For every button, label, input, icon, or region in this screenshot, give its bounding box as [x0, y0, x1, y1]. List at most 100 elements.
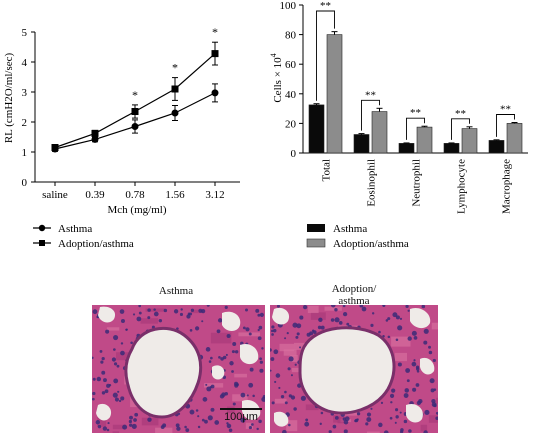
tissue-patch	[436, 397, 438, 404]
cell-nucleus	[229, 361, 234, 366]
data-point-square	[131, 108, 139, 115]
cell-nucleus	[288, 423, 291, 427]
cell-nucleus	[284, 390, 287, 394]
cell-nucleus	[258, 325, 263, 330]
x-tick-label: 3.12	[205, 189, 224, 201]
cell-count-bar-chart: 0 20 40 60 80 100 Total Eosinophil Neutrophil Ly…	[269, 0, 528, 250]
tissue-patch	[116, 352, 131, 361]
cell-nucleus	[332, 424, 337, 429]
cell-nucleus	[206, 305, 210, 307]
data-point-square	[211, 50, 219, 58]
cell-nucleus	[255, 308, 260, 313]
cell-nucleus	[147, 308, 151, 312]
cell-nucleus	[415, 365, 420, 369]
data-point-square	[51, 144, 59, 151]
legend-swatch-asthma	[307, 224, 325, 232]
cell-nucleus	[180, 308, 183, 311]
tissue-patch	[420, 424, 428, 432]
cell-nucleus	[128, 419, 133, 424]
cell-nucleus	[231, 350, 235, 354]
cell-nucleus	[361, 306, 367, 312]
cell-nucleus	[383, 430, 389, 433]
cell-nucleus	[378, 422, 383, 428]
cell-nucleus	[428, 350, 433, 355]
tissue-patch	[106, 327, 120, 331]
bar-adoption-asthma	[416, 126, 433, 154]
bar-chart-y-axis-label: Cells × 104	[269, 53, 284, 102]
significance-bracket	[361, 99, 380, 131]
cell-nucleus	[429, 378, 435, 384]
cell-nucleus	[189, 329, 193, 332]
cell-nucleus	[103, 378, 107, 383]
cell-nucleus	[397, 325, 403, 331]
cell-nucleus	[99, 349, 103, 353]
cell-nucleus	[407, 309, 410, 312]
cell-nucleus	[251, 423, 254, 426]
cell-nucleus	[114, 397, 119, 402]
bar-asthma	[353, 134, 370, 154]
scale-bar-line	[220, 408, 262, 410]
alveolar-space	[410, 307, 431, 329]
histology-label-line-1: Adoption/	[331, 283, 377, 295]
histology-image-adoption-asthma	[270, 305, 438, 433]
cell-nucleus	[106, 383, 111, 388]
cell-nucleus	[204, 419, 208, 424]
cell-nucleus	[280, 395, 285, 399]
bar-asthma	[308, 104, 325, 154]
bar-asthma	[398, 143, 415, 154]
histology-label-asthma: Asthma	[158, 285, 194, 297]
cell-nucleus	[104, 389, 109, 394]
alveolar-space	[406, 403, 423, 423]
alveolar-space	[240, 343, 259, 365]
cell-nucleus	[395, 315, 400, 320]
cell-nucleus	[411, 361, 417, 367]
cell-nucleus	[366, 412, 372, 417]
x-tick-label: Neutrophil	[411, 159, 423, 207]
cell-nucleus	[101, 357, 105, 361]
tissue-patch	[324, 306, 342, 311]
cell-nucleus	[226, 423, 232, 429]
cell-nucleus	[234, 383, 239, 388]
alveolar-space	[272, 307, 290, 325]
legend-label-asthma: Asthma	[58, 223, 92, 235]
cell-nucleus	[432, 358, 436, 363]
cell-nucleus	[195, 409, 199, 412]
cell-nucleus	[179, 312, 184, 317]
cell-nucleus	[399, 411, 402, 414]
cell-nucleus	[201, 309, 206, 314]
bar-chart-legend: Asthma Adoption/asthma	[306, 223, 409, 250]
cell-nucleus	[342, 305, 346, 308]
cell-nucleus	[343, 419, 349, 425]
y-tick-label: 0	[22, 177, 28, 189]
cell-nucleus	[342, 417, 346, 421]
cell-nucleus	[346, 322, 350, 326]
cell-nucleus	[125, 328, 128, 331]
tissue-patch	[210, 332, 232, 344]
cell-nucleus	[189, 409, 195, 415]
bar-asthma	[443, 143, 460, 154]
cell-nucleus	[116, 364, 120, 368]
cell-nucleus	[160, 425, 165, 429]
cell-nucleus	[249, 367, 254, 372]
cell-nucleus	[397, 362, 402, 367]
cell-nucleus	[380, 401, 384, 405]
cell-nucleus	[395, 338, 399, 342]
cell-nucleus	[147, 417, 152, 422]
cell-nucleus	[105, 329, 110, 334]
line-chart-series	[51, 41, 219, 153]
bar-chart-significance-brackets: ** ** ** ** **	[316, 0, 515, 140]
cell-nucleus	[399, 317, 403, 320]
cell-nucleus	[257, 313, 261, 317]
cell-nucleus	[319, 422, 322, 425]
cell-nucleus	[210, 407, 215, 412]
tissue-patch	[155, 427, 173, 433]
cell-nucleus	[284, 337, 287, 340]
cell-nucleus	[302, 305, 308, 310]
cell-nucleus	[201, 418, 205, 422]
y-tick-label: 60	[285, 59, 297, 71]
data-point-square	[171, 85, 179, 93]
cell-nucleus	[390, 401, 393, 404]
cell-nucleus	[395, 415, 399, 419]
cell-nucleus	[356, 418, 359, 421]
cell-nucleus	[258, 419, 262, 424]
